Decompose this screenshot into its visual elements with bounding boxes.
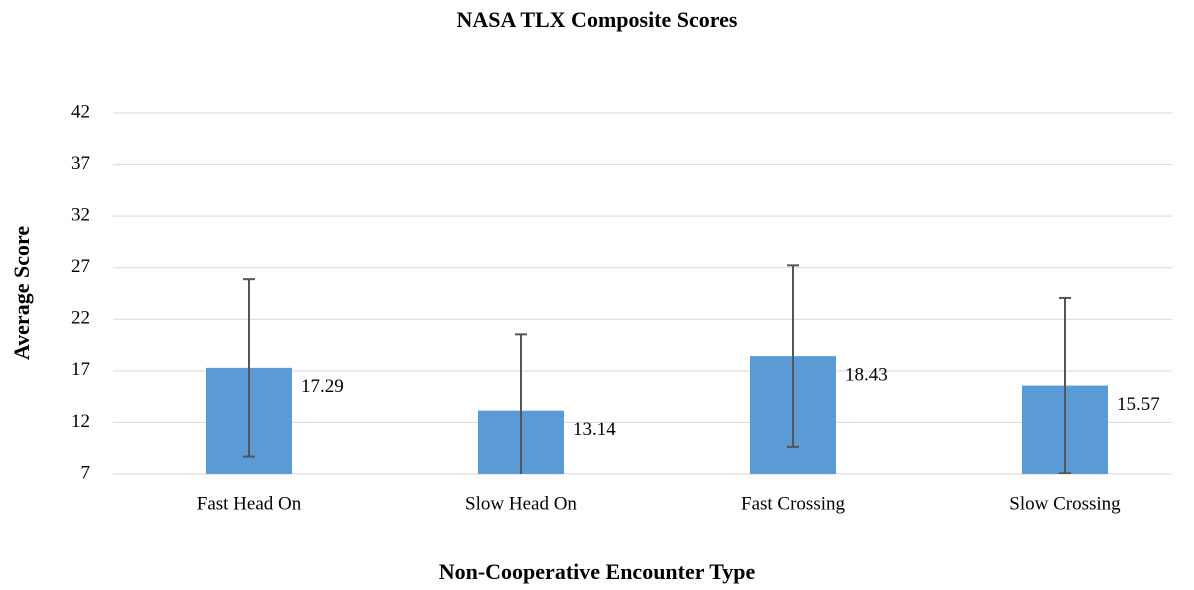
y-tick-label: 32 <box>71 205 90 226</box>
y-tick-label: 17 <box>71 359 90 380</box>
error-bar <box>787 264 799 448</box>
y-tick-label: 7 <box>81 462 91 483</box>
x-tick-label: Slow Head On <box>465 493 577 514</box>
data-label: 18.43 <box>845 364 888 385</box>
y-tick-label: 22 <box>71 308 90 329</box>
error-bar <box>515 333 527 474</box>
data-label: 17.29 <box>301 376 344 397</box>
y-tick-label: 42 <box>71 101 90 122</box>
data-label: 15.57 <box>1117 394 1160 415</box>
x-axis-title: Non-Cooperative Encounter Type <box>439 559 756 584</box>
x-tick-label: Fast Head On <box>197 493 302 514</box>
y-tick-label: 12 <box>71 411 90 432</box>
y-tick-label: 27 <box>71 256 90 277</box>
x-tick-label: Fast Crossing <box>741 493 845 514</box>
x-tick-label: Slow Crossing <box>1009 493 1121 514</box>
y-tick-label: 37 <box>71 153 90 174</box>
y-axis-title: Average Score <box>9 226 34 360</box>
chart-title: NASA TLX Composite Scores <box>457 7 738 32</box>
error-bar <box>1059 296 1071 474</box>
error-bar <box>243 278 255 458</box>
data-label: 13.14 <box>573 419 616 440</box>
